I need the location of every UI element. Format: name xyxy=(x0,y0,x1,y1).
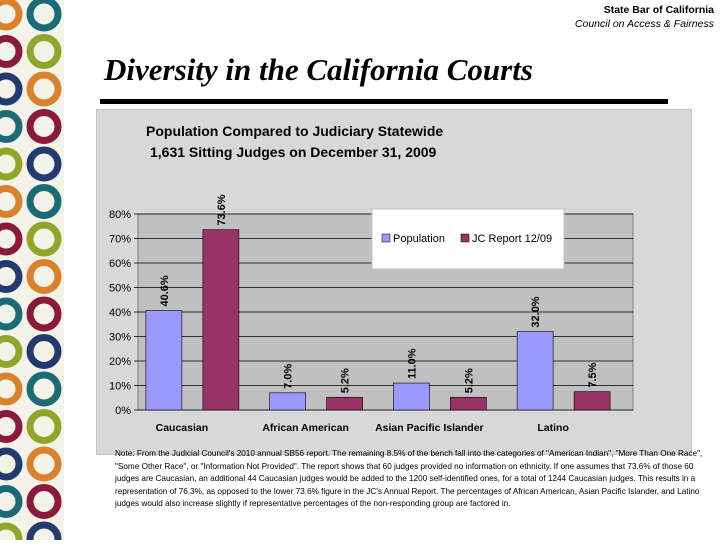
circle-ring xyxy=(0,485,23,518)
x-category-label: Caucasian xyxy=(156,422,209,434)
circle-ring xyxy=(0,335,23,368)
circle-ring xyxy=(26,446,62,482)
data-label: 7.5% xyxy=(587,362,599,387)
council-name: Council on Access & Fairness xyxy=(574,18,714,30)
circle-ring xyxy=(0,72,23,106)
circle-ring xyxy=(0,260,23,293)
circle-ring xyxy=(26,484,62,519)
circle-ring xyxy=(26,34,62,69)
circle-ring xyxy=(26,184,62,219)
chart-title: Population Compared to Judiciary Statewi… xyxy=(146,123,443,139)
x-category-label: Latino xyxy=(537,422,569,434)
circle-ring xyxy=(0,185,23,218)
data-label: 11.0% xyxy=(406,348,418,379)
data-label: 5.2% xyxy=(463,368,475,393)
circle-ring xyxy=(26,521,62,545)
y-tick-label: 20% xyxy=(109,356,131,368)
data-label: 32.0% xyxy=(530,296,542,327)
circle-ring xyxy=(26,146,62,182)
circle-ring xyxy=(0,447,23,481)
circle-ring xyxy=(26,409,62,444)
bar-jc-report xyxy=(202,229,240,411)
footnote: Note: From the Judicial Council's 2010 a… xyxy=(115,449,703,509)
circle-ring xyxy=(0,110,23,143)
bar-jc-report xyxy=(573,391,611,411)
legend: Population JC Report 12/09 xyxy=(371,208,565,270)
y-tick-label: 30% xyxy=(109,332,131,344)
y-tick-label: 80% xyxy=(109,209,131,221)
circle-ring xyxy=(26,259,62,294)
bar-population xyxy=(145,310,183,411)
circle-ring xyxy=(26,109,62,144)
decorative-circles xyxy=(0,0,62,545)
y-tick-label: 50% xyxy=(109,283,131,295)
circle-ring xyxy=(26,0,62,32)
bar-jc-report xyxy=(326,396,363,411)
circle-ring xyxy=(26,371,62,407)
data-label: 40.6% xyxy=(159,275,171,306)
organization-name: State Bar of California xyxy=(603,4,714,16)
y-tick-label: 0% xyxy=(115,405,131,417)
decorative-circle-stripe xyxy=(0,0,64,545)
y-tick-label: 70% xyxy=(109,234,131,246)
legend-swatch xyxy=(381,233,391,243)
y-tick-label: 40% xyxy=(109,307,131,319)
legend-label: JC Report 12/09 xyxy=(472,233,552,245)
legend-swatch xyxy=(460,233,470,243)
circle-ring xyxy=(0,222,23,256)
chart-subtitle: 1,631 Sitting Judges on December 31, 200… xyxy=(150,144,437,160)
circle-ring xyxy=(0,35,23,68)
y-tick-label: 60% xyxy=(109,258,131,270)
circle-ring xyxy=(0,147,23,181)
data-label: 5.2% xyxy=(340,368,352,393)
organization-header: State Bar of California Council on Acces… xyxy=(575,3,714,31)
y-tick-label: 10% xyxy=(109,381,131,393)
circle-ring xyxy=(0,410,23,443)
circle-ring xyxy=(26,71,62,107)
legend-label: Population xyxy=(393,233,445,245)
data-label: 7.0% xyxy=(283,364,295,389)
circle-ring xyxy=(0,522,23,545)
bar-population xyxy=(516,331,554,411)
data-label: 73.6% xyxy=(216,194,228,225)
bar-population xyxy=(393,382,430,411)
circle-ring xyxy=(0,372,23,406)
circle-ring xyxy=(26,221,62,257)
circle-ring xyxy=(0,297,23,331)
slide-title: Diversity in the California Courts xyxy=(104,52,533,87)
circle-ring xyxy=(0,0,23,31)
title-underline xyxy=(100,99,668,104)
bar-chart: Population Compared to Judiciary Statewi… xyxy=(109,123,634,434)
circle-ring xyxy=(26,296,62,332)
x-category-label: Asian Pacific Islander xyxy=(375,422,484,434)
bar-jc-report xyxy=(450,396,487,411)
circle-ring xyxy=(26,334,62,369)
x-category-label: African American xyxy=(262,422,349,434)
bar-population xyxy=(269,392,306,411)
